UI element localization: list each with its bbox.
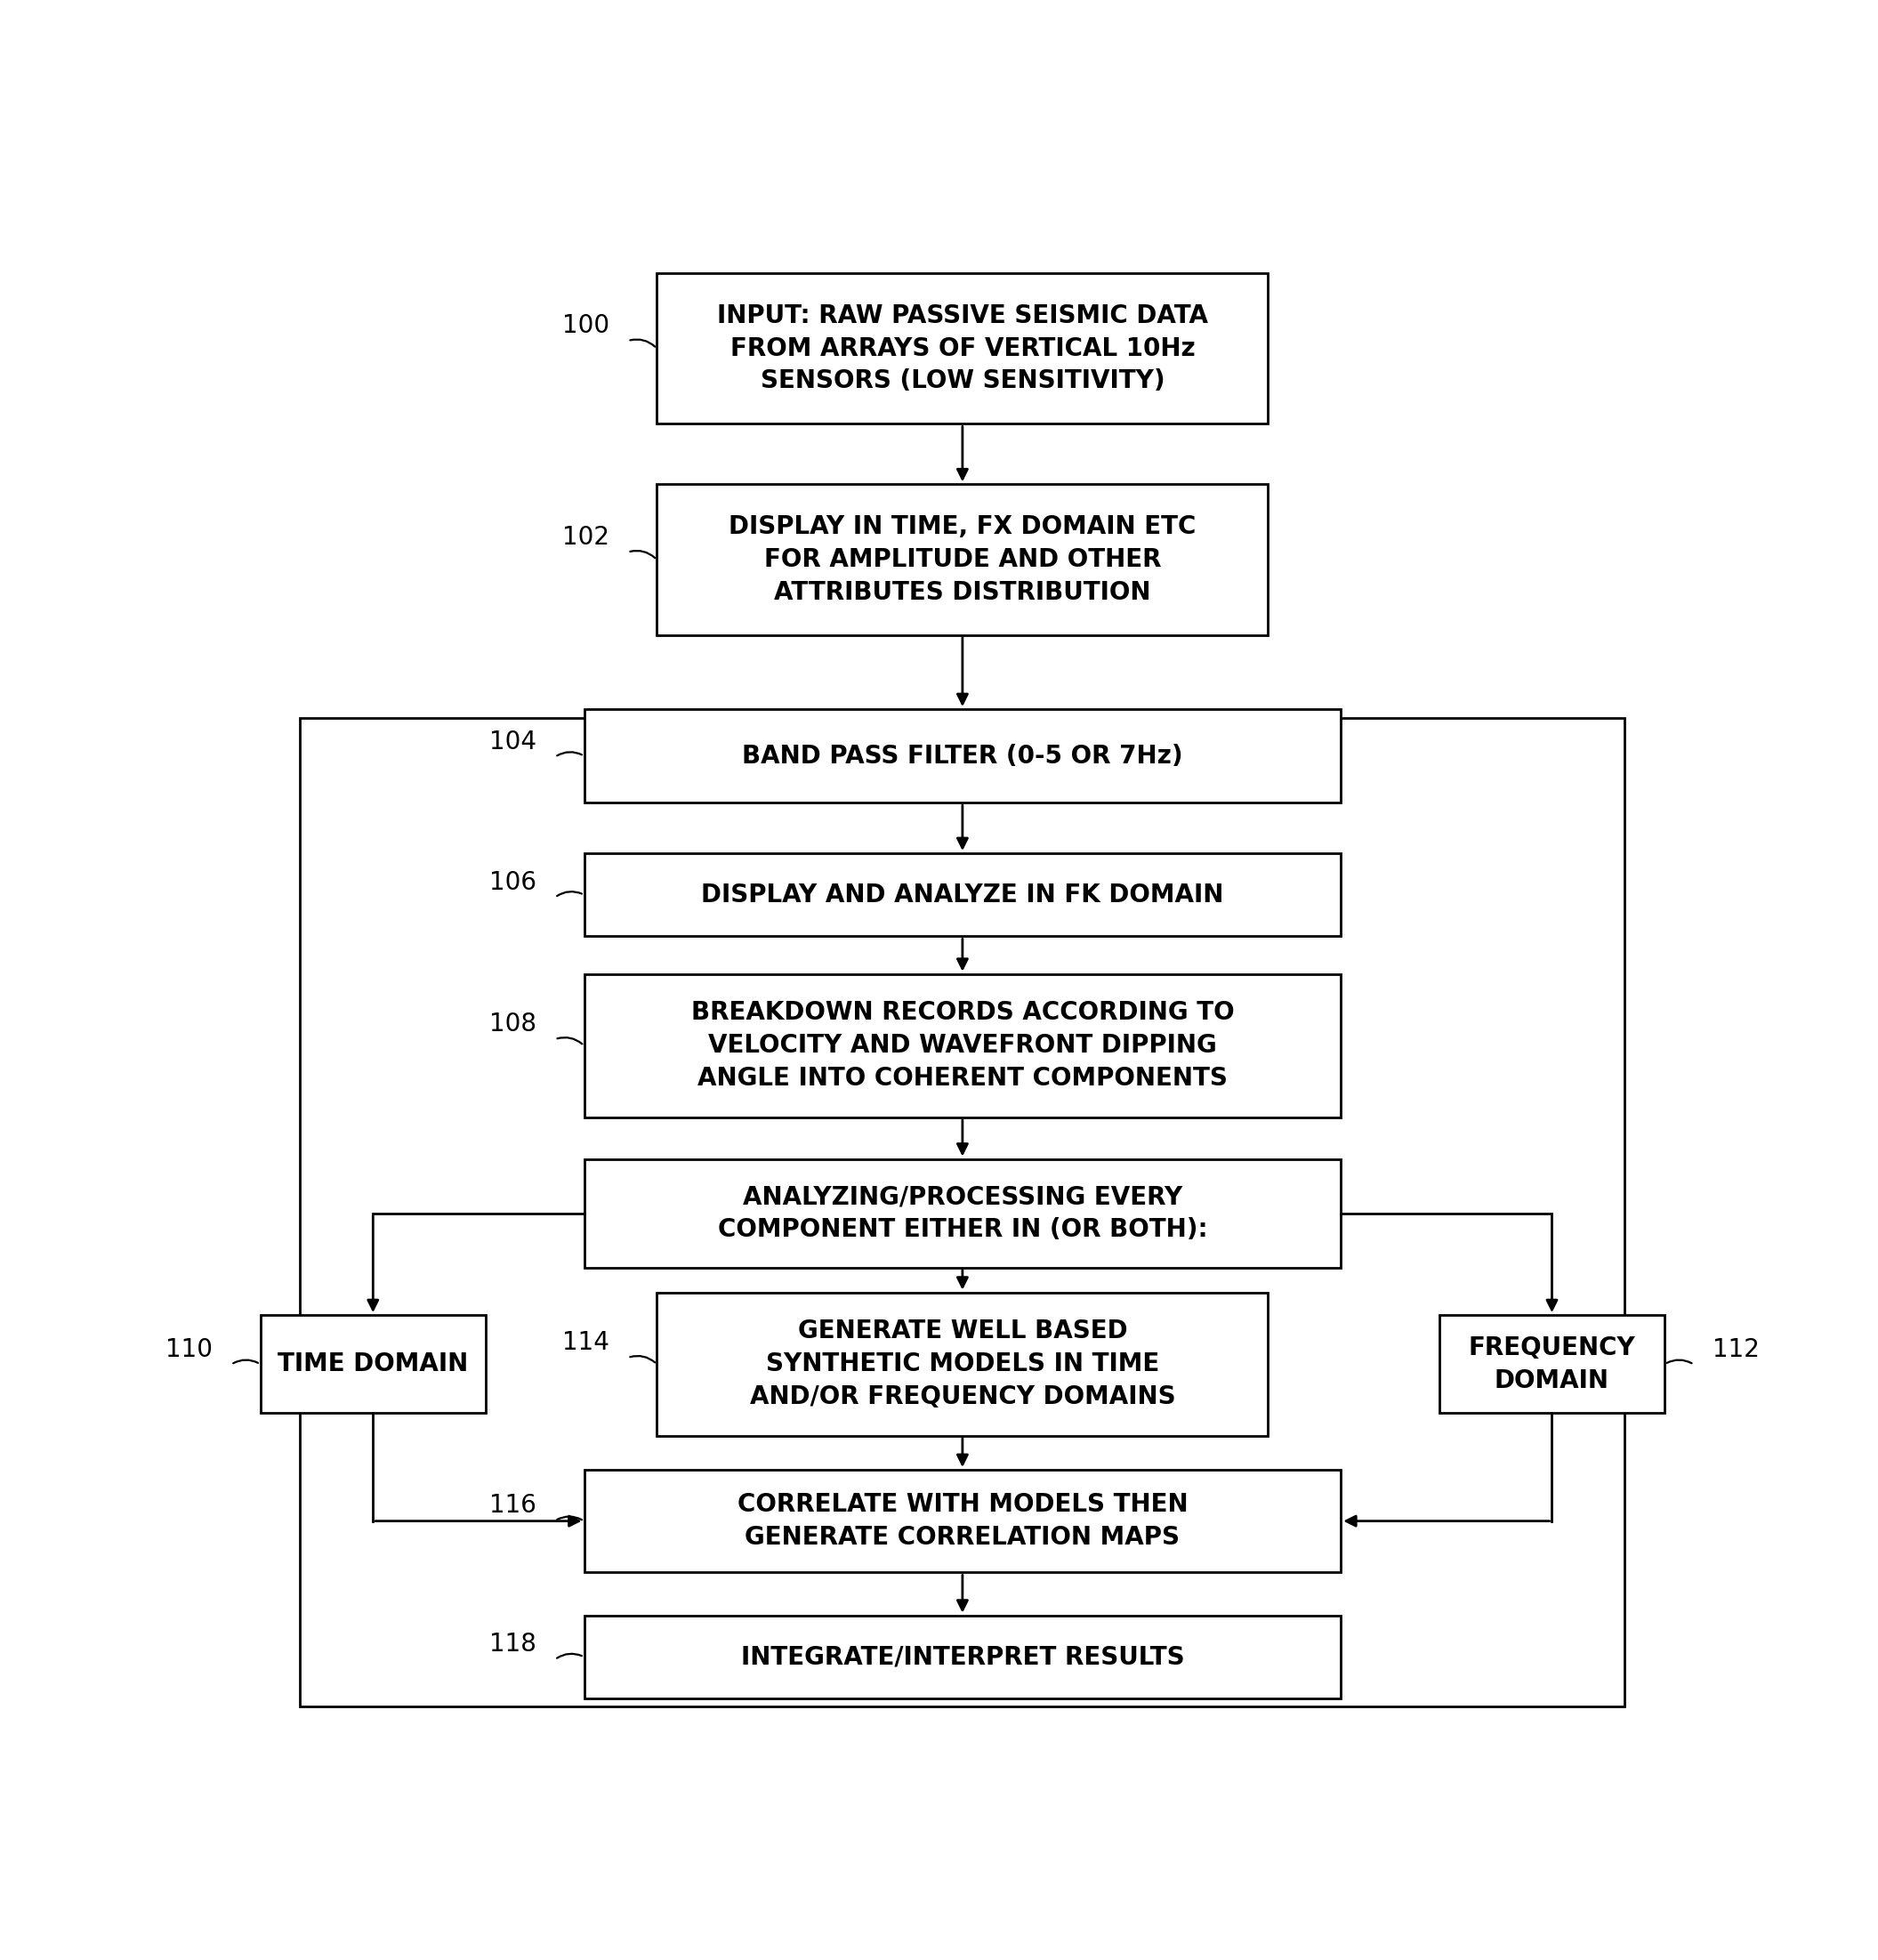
Text: 106: 106 bbox=[490, 870, 537, 894]
Text: INPUT: RAW PASSIVE SEISMIC DATA
FROM ARRAYS OF VERTICAL 10Hz
SENSORS (LOW SENSIT: INPUT: RAW PASSIVE SEISMIC DATA FROM ARR… bbox=[717, 304, 1208, 394]
Text: CORRELATE WITH MODELS THEN
GENERATE CORRELATION MAPS: CORRELATE WITH MODELS THEN GENERATE CORR… bbox=[738, 1492, 1187, 1550]
Text: FREQUENCY
DOMAIN: FREQUENCY DOMAIN bbox=[1469, 1335, 1636, 1394]
Text: 114: 114 bbox=[562, 1331, 608, 1354]
Text: TIME DOMAIN: TIME DOMAIN bbox=[278, 1352, 468, 1376]
Text: 108: 108 bbox=[490, 1011, 537, 1037]
Text: 100: 100 bbox=[562, 314, 610, 339]
Text: 110: 110 bbox=[165, 1337, 212, 1362]
Bar bbox=[584, 853, 1341, 937]
Bar bbox=[1439, 1315, 1664, 1413]
Text: 118: 118 bbox=[490, 1633, 537, 1656]
Bar bbox=[657, 1292, 1268, 1437]
Bar bbox=[584, 1158, 1341, 1268]
Text: DISPLAY AND ANALYZE IN FK DOMAIN: DISPLAY AND ANALYZE IN FK DOMAIN bbox=[700, 882, 1224, 907]
Bar bbox=[584, 1615, 1341, 1699]
Text: 102: 102 bbox=[562, 525, 608, 549]
Bar bbox=[261, 1315, 486, 1413]
Text: DISPLAY IN TIME, FX DOMAIN ETC
FOR AMPLITUDE AND OTHER
ATTRIBUTES DISTRIBUTION: DISPLAY IN TIME, FX DOMAIN ETC FOR AMPLI… bbox=[729, 514, 1196, 606]
Text: ANALYZING/PROCESSING EVERY
COMPONENT EITHER IN (OR BOTH):: ANALYZING/PROCESSING EVERY COMPONENT EIT… bbox=[717, 1184, 1208, 1243]
Text: INTEGRATE/INTERPRET RESULTS: INTEGRATE/INTERPRET RESULTS bbox=[740, 1644, 1185, 1670]
Text: 116: 116 bbox=[490, 1494, 537, 1519]
Text: GENERATE WELL BASED
SYNTHETIC MODELS IN TIME
AND/OR FREQUENCY DOMAINS: GENERATE WELL BASED SYNTHETIC MODELS IN … bbox=[749, 1319, 1176, 1409]
Text: 112: 112 bbox=[1713, 1337, 1760, 1362]
Bar bbox=[584, 1470, 1341, 1572]
Bar bbox=[300, 717, 1624, 1707]
Bar bbox=[584, 974, 1341, 1117]
Bar bbox=[584, 710, 1341, 804]
Text: 104: 104 bbox=[490, 729, 537, 755]
Text: BREAKDOWN RECORDS ACCORDING TO
VELOCITY AND WAVEFRONT DIPPING
ANGLE INTO COHEREN: BREAKDOWN RECORDS ACCORDING TO VELOCITY … bbox=[691, 1000, 1234, 1092]
Bar bbox=[657, 484, 1268, 635]
Text: BAND PASS FILTER (0-5 OR 7Hz): BAND PASS FILTER (0-5 OR 7Hz) bbox=[742, 743, 1183, 768]
Bar bbox=[657, 272, 1268, 423]
